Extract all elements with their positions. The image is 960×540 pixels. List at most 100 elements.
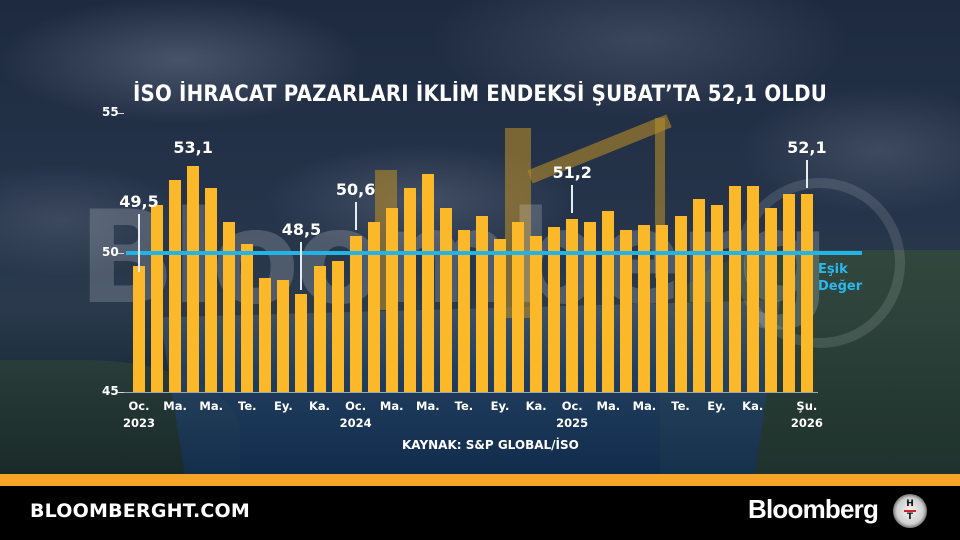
x-tick-label: Ma. <box>583 398 633 415</box>
bar-eyl-2025 <box>710 205 723 392</box>
x-tick-month: Ma. <box>416 399 440 413</box>
bar-eki-2025 <box>728 185 741 392</box>
bloomberg-logo-text: Bloomberg <box>748 494 879 524</box>
footer-bar: BLOOMBERGHT.COM Bloomberg H T <box>0 486 960 540</box>
y-tick-mark <box>118 253 124 254</box>
x-tick-label: Te. <box>656 398 706 415</box>
x-tick-month: Ey. <box>490 399 510 413</box>
x-tick-label: Ey. <box>475 398 525 415</box>
bar-may-2023 <box>205 188 218 392</box>
x-tick-month: Ma. <box>596 399 621 413</box>
x-tick-label: Oc. 2023 <box>114 398 164 432</box>
x-tick-label: Te. <box>439 398 489 415</box>
callout-line <box>571 185 574 214</box>
bar-şub-2024 <box>367 221 380 392</box>
x-tick-label: Ma. <box>150 398 200 415</box>
x-tick-year: 2026 <box>790 416 823 430</box>
bar-eki-2024 <box>512 221 525 392</box>
bar-may-2025 <box>638 224 651 392</box>
x-tick-month: Ma. <box>199 399 223 413</box>
x-tick-label: Ma. <box>619 398 669 415</box>
y-tick-45: 45 <box>102 384 119 398</box>
callout-line <box>354 201 357 230</box>
bar-ağu-2025 <box>692 199 705 392</box>
bar-nis-2025 <box>620 230 633 392</box>
x-tick-label: Ka. <box>295 398 345 415</box>
x-tick-month: Ey. <box>274 399 293 413</box>
x-tick-month: Ma. <box>632 399 657 413</box>
y-tick-50: 50 <box>102 245 119 259</box>
bar-oca-2026 <box>782 193 795 392</box>
x-tick-month: Ma. <box>163 399 187 413</box>
bar-may-2024 <box>421 174 434 392</box>
bar-oca-2023 <box>133 266 145 392</box>
bar-nis-2024 <box>403 188 416 392</box>
bar-şub-2025 <box>584 221 597 392</box>
x-tick-label: Ka. <box>728 398 778 415</box>
bar-kas-2023 <box>313 266 326 392</box>
x-tick-month: Te. <box>671 399 690 413</box>
bar-kas-2024 <box>530 235 543 392</box>
bar-haz-2025 <box>656 224 669 392</box>
x-tick-year: 2025 <box>556 416 589 430</box>
bar-eyl-2024 <box>494 238 506 392</box>
bar-ara-2023 <box>331 260 344 392</box>
callout-line <box>300 242 303 291</box>
callout-label: 51,2 <box>552 163 592 183</box>
y-tick-55: 55 <box>102 105 119 119</box>
x-tick-label: Ma. <box>186 398 236 415</box>
x-axis-line <box>124 392 818 393</box>
threshold-line <box>126 251 862 255</box>
ht-logo-icon: H T <box>893 494 927 528</box>
chart-title: İSO İHRACAT PAZARLARI İKLİM ENDEKSİ ŞUBA… <box>132 82 828 107</box>
callout-label: 52,1 <box>787 137 827 157</box>
callout-line <box>138 214 140 273</box>
bar-tem-2024 <box>457 230 470 392</box>
bar-ara-2025 <box>764 207 777 392</box>
bar-eki-2023 <box>295 294 308 392</box>
threshold-label-deger: Değer <box>818 279 863 294</box>
y-tick-mark <box>118 113 124 114</box>
x-tick-month: Şu. <box>796 399 818 413</box>
bar-ağu-2023 <box>259 277 272 392</box>
x-tick-month: Oc. <box>561 399 583 413</box>
x-tick-label: Oc. 2025 <box>547 398 597 432</box>
x-tick-month: Ka. <box>742 399 764 413</box>
callout-label: 50,6 <box>335 179 376 199</box>
bloomberg-watermark: Bloomberg <box>78 184 830 333</box>
x-tick-label: Te. <box>222 398 272 415</box>
x-tick-year: 2023 <box>122 416 155 430</box>
callout-label: 49,5 <box>119 192 159 212</box>
bar-şub-2023 <box>151 205 164 392</box>
x-tick-label: Ka. <box>511 398 561 415</box>
x-tick-label: Oc. 2024 <box>331 398 381 432</box>
x-tick-month: Te. <box>454 399 474 413</box>
bar-şub-2026 <box>800 193 813 392</box>
y-tick-mark <box>118 392 124 393</box>
bar-tem-2025 <box>674 216 687 392</box>
orange-stripe <box>0 474 960 486</box>
x-tick-label: Ma. <box>403 398 453 415</box>
x-tick-month: Ey. <box>707 399 726 413</box>
x-tick-month: Oc. <box>345 399 367 413</box>
callout-label: 53,1 <box>173 138 213 157</box>
bar-mar-2023 <box>169 179 182 392</box>
bar-haz-2024 <box>439 207 452 392</box>
x-tick-label: Ey. <box>692 398 742 415</box>
x-tick-month: Oc. <box>128 399 150 413</box>
bar-kas-2025 <box>746 185 759 392</box>
x-tick-month: Ka. <box>308 399 331 413</box>
bar-oca-2025 <box>566 219 579 392</box>
bar-haz-2023 <box>223 221 236 392</box>
x-tick-label: Şu. 2026 <box>782 398 832 432</box>
x-tick-label: Ey. <box>258 398 308 415</box>
ht-logo-t: T <box>906 512 914 522</box>
bar-tem-2023 <box>241 244 254 392</box>
ht-logo-red-bar <box>904 510 916 512</box>
threshold-label-esik: Eşik <box>818 262 848 277</box>
x-tick-month: Ka. <box>525 399 547 413</box>
x-tick-month: Ma. <box>379 399 404 413</box>
footer-url[interactable]: BLOOMBERGHT.COM <box>30 500 251 522</box>
x-tick-year: 2024 <box>339 416 372 430</box>
bar-eyl-2023 <box>277 280 290 392</box>
